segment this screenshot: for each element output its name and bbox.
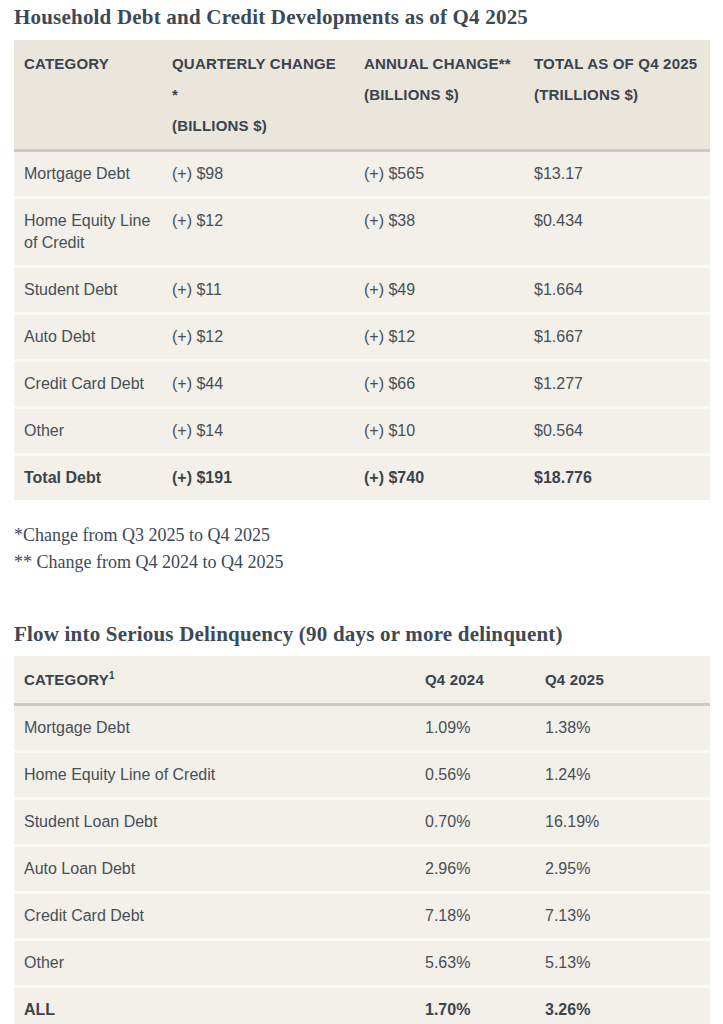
table-row: Other(+) $14(+) $10$0.564: [14, 408, 710, 455]
row-category: Other: [14, 408, 162, 455]
column-header-line2: (BILLIONS $): [172, 110, 344, 141]
row-value: 2.96%: [415, 846, 535, 893]
debt-table: CATEGORY QUARTERLY CHANGE * (BILLIONS $)…: [14, 40, 710, 500]
table-row: Credit Card Debt7.18%7.13%: [14, 893, 710, 940]
table-row: Mortgage Debt(+) $98(+) $565$13.17: [14, 151, 710, 198]
column-header-q4-2024: Q4 2024: [415, 656, 535, 705]
column-header-quarterly-change: QUARTERLY CHANGE * (BILLIONS $): [162, 40, 354, 151]
row-category: Credit Card Debt: [14, 361, 162, 408]
row-value: (+) $98: [162, 151, 354, 198]
row-value: (+) $12: [162, 314, 354, 361]
table-row: Other5.63%5.13%: [14, 940, 710, 987]
column-header-line1: QUARTERLY CHANGE *: [172, 48, 344, 110]
column-header-line2: (TRILLIONS $): [534, 79, 700, 110]
row-value: (+) $565: [354, 151, 524, 198]
delinquency-table-header-row: CATEGORY1 Q4 2024 Q4 2025: [14, 656, 710, 705]
row-category: Home Equity Line of Credit: [14, 198, 162, 267]
row-value: (+) $12: [162, 198, 354, 267]
page: Household Debt and Credit Developments a…: [0, 0, 723, 1024]
row-value: 7.13%: [535, 893, 710, 940]
column-header-line1: ANNUAL CHANGE**: [364, 48, 514, 79]
row-value: 7.18%: [415, 893, 535, 940]
column-header-line2: (BILLIONS $): [364, 79, 514, 110]
footnotes: *Change from Q3 2025 to Q4 2025 ** Chang…: [14, 522, 710, 576]
table-row: Auto Loan Debt2.96%2.95%: [14, 846, 710, 893]
table-row: Home Equity Line of Credit0.56%1.24%: [14, 752, 710, 799]
table-row: Auto Debt(+) $12(+) $12$1.667: [14, 314, 710, 361]
row-category: Other: [14, 940, 415, 987]
delinquency-table: CATEGORY1 Q4 2024 Q4 2025 Mortgage Debt1…: [14, 656, 710, 1024]
footnote-annual: ** Change from Q4 2024 to Q4 2025: [14, 549, 710, 576]
row-value: $0.564: [524, 408, 710, 455]
column-header-annual-change: ANNUAL CHANGE** (BILLIONS $): [354, 40, 524, 151]
row-value: 1.38%: [535, 705, 710, 752]
row-value: (+) $14: [162, 408, 354, 455]
row-value: 5.63%: [415, 940, 535, 987]
row-category: Credit Card Debt: [14, 893, 415, 940]
footnote-quarterly: *Change from Q3 2025 to Q4 2025: [14, 522, 710, 549]
column-header-category: CATEGORY: [14, 40, 162, 151]
row-category: Student Debt: [14, 267, 162, 314]
row-value: 0.70%: [415, 799, 535, 846]
row-value: (+) $11: [162, 267, 354, 314]
row-category: ALL: [14, 987, 415, 1024]
table-total-row: ALL1.70%3.26%: [14, 987, 710, 1024]
row-value: $1.664: [524, 267, 710, 314]
row-category: Total Debt: [14, 455, 162, 501]
table-row: Student Loan Debt0.70%16.19%: [14, 799, 710, 846]
row-category: Auto Loan Debt: [14, 846, 415, 893]
row-value: $18.776: [524, 455, 710, 501]
superscript-footnote-marker: 1: [109, 670, 115, 681]
row-value: (+) $740: [354, 455, 524, 501]
row-category: Home Equity Line of Credit: [14, 752, 415, 799]
table-row: Home Equity Line of Credit(+) $12(+) $38…: [14, 198, 710, 267]
row-value: 0.56%: [415, 752, 535, 799]
table-total-row: Total Debt(+) $191(+) $740$18.776: [14, 455, 710, 501]
column-header-category: CATEGORY1: [14, 656, 415, 705]
column-header-line1: CATEGORY: [24, 48, 152, 79]
row-value: 1.09%: [415, 705, 535, 752]
row-value: 5.13%: [535, 940, 710, 987]
row-value: 16.19%: [535, 799, 710, 846]
table-row: Mortgage Debt1.09%1.38%: [14, 705, 710, 752]
row-category: Student Loan Debt: [14, 799, 415, 846]
row-value: 1.24%: [535, 752, 710, 799]
delinquency-table-title: Flow into Serious Delinquency (90 days o…: [14, 622, 710, 646]
row-value: (+) $38: [354, 198, 524, 267]
row-value: (+) $66: [354, 361, 524, 408]
row-value: (+) $191: [162, 455, 354, 501]
row-category: Mortgage Debt: [14, 151, 162, 198]
row-value: $13.17: [524, 151, 710, 198]
debt-table-body: Mortgage Debt(+) $98(+) $565$13.17Home E…: [14, 151, 710, 501]
column-header-total: TOTAL AS OF Q4 2025 (TRILLIONS $): [524, 40, 710, 151]
debt-table-header-row: CATEGORY QUARTERLY CHANGE * (BILLIONS $)…: [14, 40, 710, 151]
table-row: Credit Card Debt(+) $44(+) $66$1.277: [14, 361, 710, 408]
row-value: 1.70%: [415, 987, 535, 1024]
row-value: (+) $49: [354, 267, 524, 314]
row-value: (+) $10: [354, 408, 524, 455]
debt-table-title: Household Debt and Credit Developments a…: [14, 3, 710, 31]
row-value: $0.434: [524, 198, 710, 267]
delinquency-table-body: Mortgage Debt1.09%1.38%Home Equity Line …: [14, 705, 710, 1024]
row-value: 2.95%: [535, 846, 710, 893]
row-category: Mortgage Debt: [14, 705, 415, 752]
row-value: $1.667: [524, 314, 710, 361]
row-value: (+) $12: [354, 314, 524, 361]
row-value: 3.26%: [535, 987, 710, 1024]
column-header-line1: TOTAL AS OF Q4 2025: [534, 48, 700, 79]
row-value: (+) $44: [162, 361, 354, 408]
table-row: Student Debt(+) $11(+) $49$1.664: [14, 267, 710, 314]
row-category: Auto Debt: [14, 314, 162, 361]
column-header-q4-2025: Q4 2025: [535, 656, 710, 705]
row-value: $1.277: [524, 361, 710, 408]
